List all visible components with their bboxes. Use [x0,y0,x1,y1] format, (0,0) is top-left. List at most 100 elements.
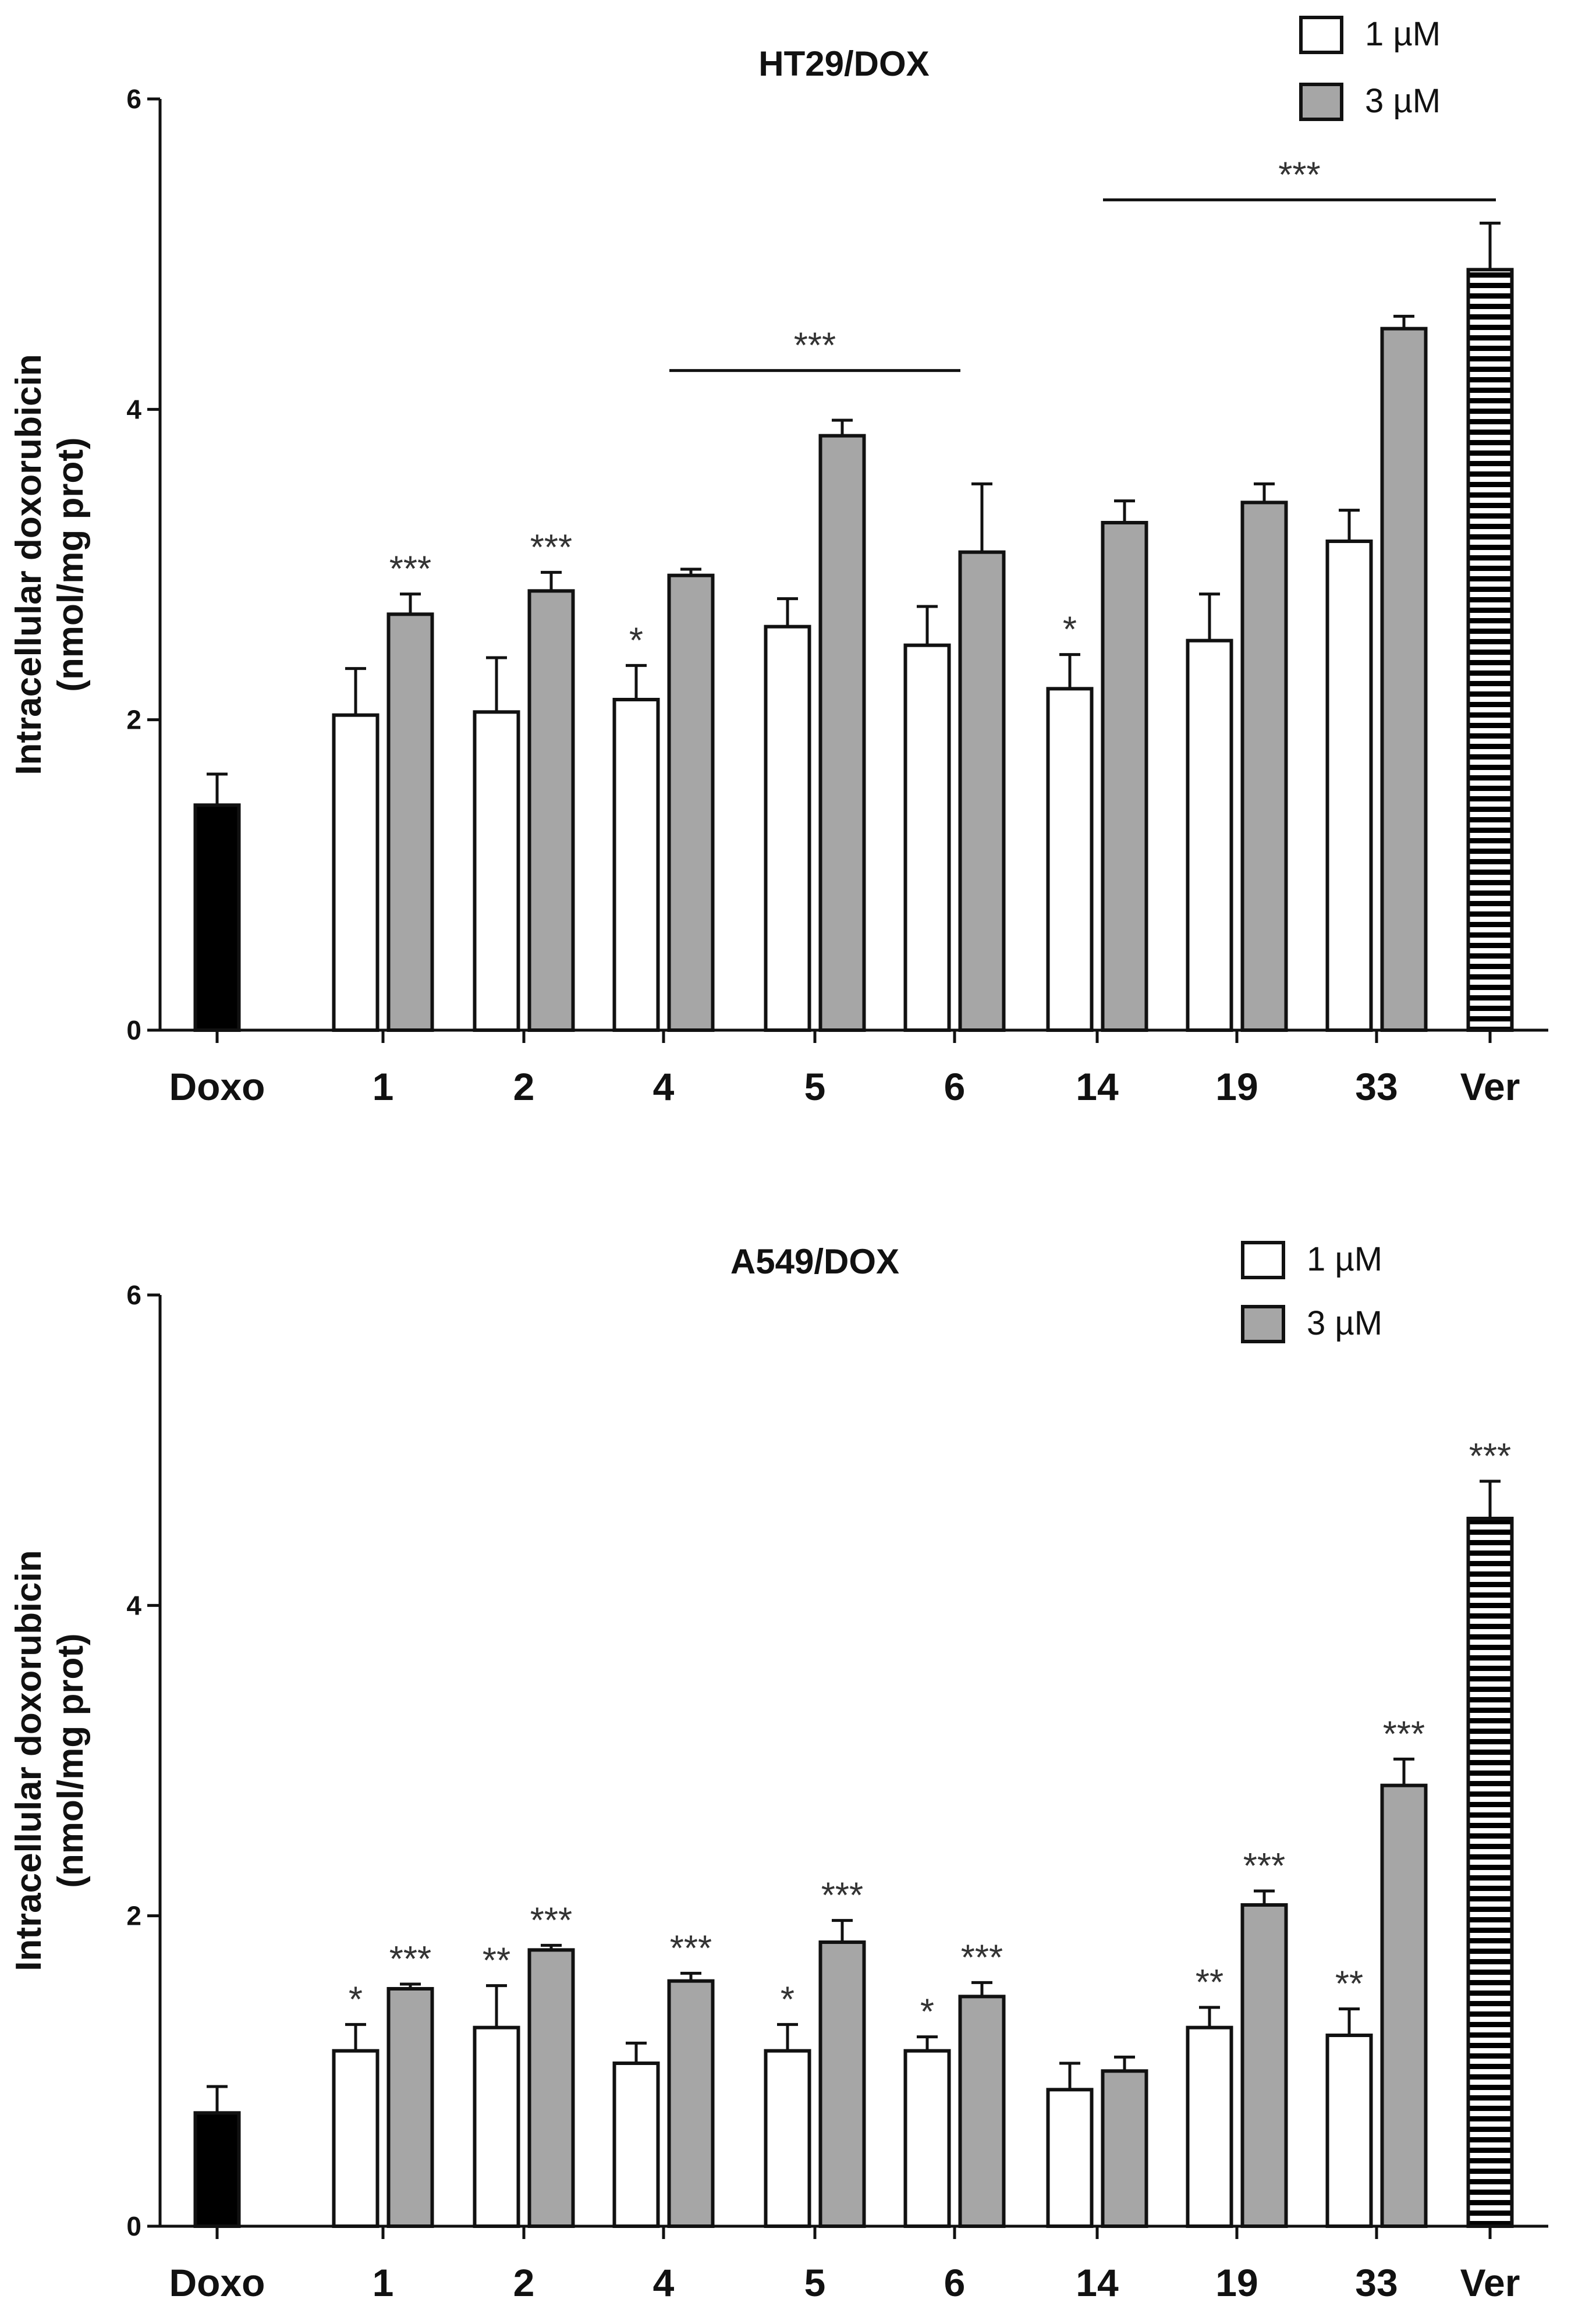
significance-label: *** [389,549,431,590]
y-axis-label-line2: (nmol/mg prot) [51,1633,91,1887]
x-tick-label: 19 [1215,2261,1258,2304]
x-tick-label: 4 [653,2261,675,2304]
x-tick-label: 14 [1076,2261,1119,2304]
significance-label: * [920,1992,934,2032]
significance-label: *** [1383,1714,1425,1754]
bar-6-1uM [903,643,951,1032]
bar-2-3uM [527,589,575,1032]
bar-Doxo-control [193,2111,241,2228]
bar-19-1uM [1186,2025,1233,2229]
bar-2-1uM [473,710,520,1033]
bar-33-3uM [1380,327,1428,1033]
ht29-dox-panel: HT29/DOX 0 2 4 6 Intracellular doxorubicin (nm… [9,15,1548,1108]
x-tick-label: 2 [513,1065,535,1108]
y-axis-label-line1: Intracellular doxorubicin [9,354,49,775]
legend-swatch-1uM [1241,1241,1285,1279]
x-tick-label: 1 [373,1065,394,1108]
bar-6-1uM [903,2049,951,2229]
bar-Ver-control [1466,268,1514,1032]
bar-4-3uM [667,1979,715,2229]
bar-5-1uM [764,2049,811,2229]
significance-bracket-label: *** [1278,155,1320,195]
bar-1-1uM [332,713,380,1032]
bar-5-1uM [764,625,811,1032]
legend-label: 1 µM [1365,15,1441,53]
bar-2-1uM [473,2025,520,2229]
x-tick-label: 14 [1076,1065,1119,1108]
y-tick-label: 2 [126,705,141,735]
chart-title: A549/DOX [730,1242,899,1281]
legend-swatch-3uM [1299,83,1343,121]
significance-label: *** [389,1939,431,1979]
bar-1-3uM [386,612,434,1033]
bar-6-3uM [958,1995,1006,2228]
bar-19-1uM [1186,638,1233,1032]
x-tick-label: 33 [1355,2261,1398,2304]
x-tick-label: 4 [653,1065,675,1108]
bar-33-1uM [1325,540,1373,1032]
bar-4-1uM [612,2062,660,2228]
bar-5-3uM [818,1940,866,2228]
chart-title: HT29/DOX [758,44,929,83]
significance-label: * [349,1979,363,2020]
bar-Doxo-control [193,803,241,1033]
bar-5-3uM [818,434,866,1032]
significance-label: * [781,1979,795,2020]
y-axis-label-line2: (nmol/mg prot) [51,437,91,691]
significance-label: *** [530,1900,572,1940]
bar-2-3uM [527,1948,575,2228]
bar-6-3uM [958,550,1006,1032]
bar-1-3uM [386,1987,434,2228]
x-tick-label: 1 [373,2261,394,2304]
bar-14-3uM [1101,521,1148,1032]
legend-swatch-1uM [1299,16,1343,54]
x-tick-label: Ver [1460,1065,1520,1108]
legend-label: 3 µM [1365,82,1441,120]
bar-Ver-control [1466,1517,1514,2228]
x-tick-label: 2 [513,2261,535,2304]
significance-label: * [629,620,643,661]
significance-label: *** [670,1928,712,1968]
significance-label: *** [821,1876,863,1916]
significance-label: * [1063,610,1077,650]
x-tick-label: Doxo [169,2261,265,2304]
bar-4-1uM [612,698,660,1032]
y-tick-label: 2 [126,1901,141,1931]
x-tick-label: 33 [1355,1065,1398,1108]
bar-19-3uM [1240,1903,1288,2228]
significance-label: *** [1469,1436,1511,1477]
legend-label: 1 µM [1307,1240,1382,1278]
bar-14-3uM [1101,2069,1148,2228]
significance-label: ** [1196,1963,1223,2003]
y-tick-label: 4 [126,394,141,424]
y-tick-label: 6 [126,84,141,114]
significance-label: ** [483,1941,510,1981]
x-tick-label: 6 [944,2261,966,2304]
y-axis-label-line1: Intracellular doxorubicin [9,1550,49,1971]
legend-label: 3 µM [1307,1304,1382,1342]
y-tick-label: 0 [126,2211,141,2241]
x-tick-label: 6 [944,1065,966,1108]
bar-14-1uM [1046,2088,1094,2228]
legend-swatch-3uM [1241,1305,1285,1343]
x-tick-label: 19 [1215,1065,1258,1108]
significance-label: ** [1335,1964,1363,2004]
bar-4-3uM [667,573,715,1032]
bar-19-3uM [1240,501,1288,1032]
significance-bracket-label: *** [794,326,836,366]
x-tick-label: 5 [804,2261,826,2304]
y-tick-label: 0 [126,1015,141,1045]
y-tick-label: 4 [126,1590,141,1620]
x-tick-label: Doxo [169,1065,265,1108]
x-tick-label: 5 [804,1065,826,1108]
bar-33-3uM [1380,1783,1428,2229]
a549-dox-panel: A549/DOX 0 2 4 6 Intracellular doxorubicin (nm… [9,1240,1548,2304]
significance-label: *** [530,527,572,567]
significance-label: *** [1243,1846,1285,1886]
x-tick-label: Ver [1460,2261,1520,2304]
bar-14-1uM [1046,687,1094,1033]
significance-label: *** [961,1938,1003,1978]
bar-33-1uM [1325,2034,1373,2228]
y-tick-label: 6 [126,1280,141,1310]
